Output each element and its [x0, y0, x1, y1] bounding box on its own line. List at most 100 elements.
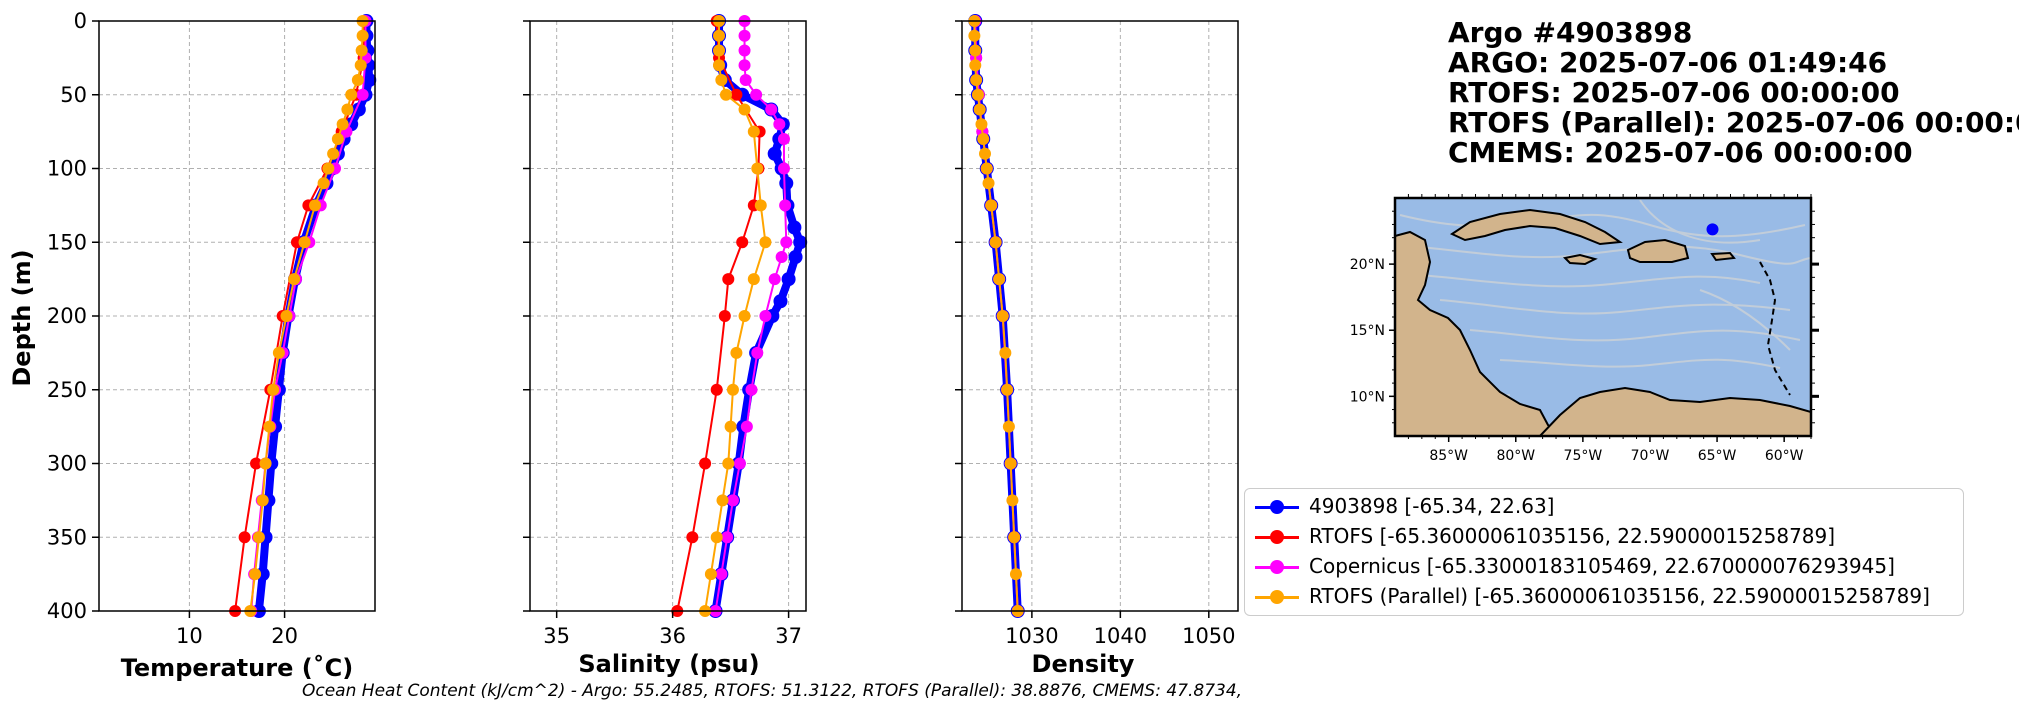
- data-point-parallel: [354, 59, 367, 72]
- data-point-parallel: [747, 125, 760, 138]
- map-lon-label: 75°W: [1564, 448, 1603, 464]
- data-point-rtofs: [238, 531, 251, 544]
- data-point-copernicus: [738, 59, 751, 72]
- legend-marker: [1270, 560, 1284, 574]
- data-point-parallel: [322, 162, 335, 175]
- y-tick-label: 0: [74, 9, 87, 33]
- data-point-argo: [362, 73, 377, 87]
- data-point-parallel: [355, 44, 368, 57]
- data-point-copernicus: [726, 494, 739, 507]
- legend-marker: [1270, 530, 1284, 544]
- y-tick-label: 100: [47, 157, 87, 181]
- data-point-parallel: [719, 88, 732, 101]
- data-point-parallel: [754, 199, 767, 212]
- data-point-parallel: [730, 346, 743, 359]
- y-tick-label: 400: [47, 599, 87, 623]
- data-point-parallel: [971, 88, 984, 101]
- data-point-parallel: [722, 457, 735, 470]
- data-point-parallel: [288, 273, 301, 286]
- data-point-parallel: [713, 44, 726, 57]
- data-point-copernicus: [750, 88, 763, 101]
- data-point-copernicus: [721, 531, 734, 544]
- data-point-parallel: [985, 199, 998, 212]
- data-point-copernicus: [733, 457, 746, 470]
- legend-marker: [1270, 590, 1284, 604]
- y-tick-label: 300: [47, 452, 87, 476]
- y-tick-label: 250: [47, 378, 87, 402]
- data-point-copernicus: [765, 103, 778, 116]
- map-lat-label: 20°N: [1350, 257, 1385, 273]
- data-point-argo: [781, 272, 796, 287]
- data-point-parallel: [351, 74, 364, 86]
- y-tick-label: 150: [47, 230, 87, 254]
- y-tick-label: 350: [47, 525, 87, 549]
- float-position-marker: [1706, 223, 1719, 236]
- data-point-copernicus: [775, 251, 788, 263]
- map-lat-label: 15°N: [1350, 323, 1385, 339]
- legend-label: Copernicus [-65.33000183105469, 22.67000…: [1309, 554, 1895, 578]
- x-tick-label: 1050: [1182, 624, 1235, 648]
- data-point-parallel: [1002, 420, 1015, 433]
- data-point-parallel: [1006, 494, 1019, 507]
- salinity-axis-label: Salinity (psu): [578, 650, 759, 678]
- data-point-parallel: [327, 147, 340, 160]
- data-point-parallel: [298, 236, 311, 249]
- salinity-panel: 35 36 37: [523, 14, 808, 648]
- data-point-parallel: [716, 494, 729, 507]
- data-point-parallel: [1001, 383, 1014, 396]
- data-point-parallel: [970, 74, 983, 86]
- data-point-rtofs: [722, 273, 735, 286]
- data-point-rtofs: [250, 457, 263, 470]
- data-point-parallel: [1008, 531, 1021, 544]
- x-tick-label: 10: [176, 624, 203, 648]
- data-point-copernicus: [751, 346, 764, 359]
- data-point-parallel: [993, 273, 1006, 286]
- data-point-parallel: [999, 346, 1012, 359]
- jamaica: [1562, 253, 1598, 266]
- data-point-parallel: [272, 346, 285, 359]
- data-point-parallel: [356, 29, 369, 42]
- data-point-parallel: [747, 273, 760, 286]
- data-point-parallel: [710, 531, 723, 544]
- temperature-axis-label: Temperature (˚C): [121, 654, 354, 682]
- data-point-parallel: [969, 59, 982, 72]
- data-point-parallel: [331, 133, 344, 145]
- data-point-parallel: [726, 383, 739, 396]
- legend-entry-argo: 4903898 [-65.34, 22.63]: [1245, 492, 1963, 522]
- x-tick-label: 35: [543, 624, 570, 648]
- density-axis-label: Density: [1032, 650, 1135, 678]
- data-point-parallel: [317, 177, 330, 190]
- data-point-argo: [788, 250, 803, 264]
- data-point-rtofs: [730, 88, 743, 101]
- location-map: 85°W 80°W 75°W 70°W 65°W 60°W 20°N 15°N 10°N: [1350, 194, 1819, 464]
- data-point-parallel: [715, 74, 728, 86]
- data-point-parallel: [713, 29, 726, 42]
- data-point-copernicus: [745, 383, 758, 396]
- x-tick-label: 20: [271, 624, 298, 648]
- map-lon-label: 65°W: [1698, 448, 1737, 464]
- data-point-parallel: [704, 568, 717, 581]
- legend-entry-copernicus: Copernicus [-65.33000183105469, 22.67000…: [1245, 552, 1963, 582]
- map-lon-label: 85°W: [1429, 448, 1468, 464]
- data-point-copernicus: [773, 118, 786, 131]
- legend-label: 4903898 [-65.34, 22.63]: [1309, 494, 1555, 518]
- data-point-parallel: [341, 103, 354, 116]
- data-point-rtofs: [710, 383, 723, 396]
- data-point-parallel: [989, 236, 1002, 249]
- data-point-parallel: [263, 420, 276, 433]
- data-point-argo: [773, 294, 788, 309]
- data-point-parallel: [968, 29, 981, 42]
- cuba: [1449, 208, 1623, 246]
- data-point-rtofs: [718, 310, 731, 322]
- south-america: [1538, 386, 1811, 436]
- data-point-parallel: [345, 88, 358, 101]
- data-point-rtofs: [736, 236, 749, 249]
- data-point-copernicus: [759, 310, 772, 322]
- puerto-rico: [1710, 251, 1736, 262]
- data-point-copernicus: [780, 236, 793, 249]
- data-point-copernicus: [738, 44, 751, 57]
- data-point-parallel: [977, 133, 990, 145]
